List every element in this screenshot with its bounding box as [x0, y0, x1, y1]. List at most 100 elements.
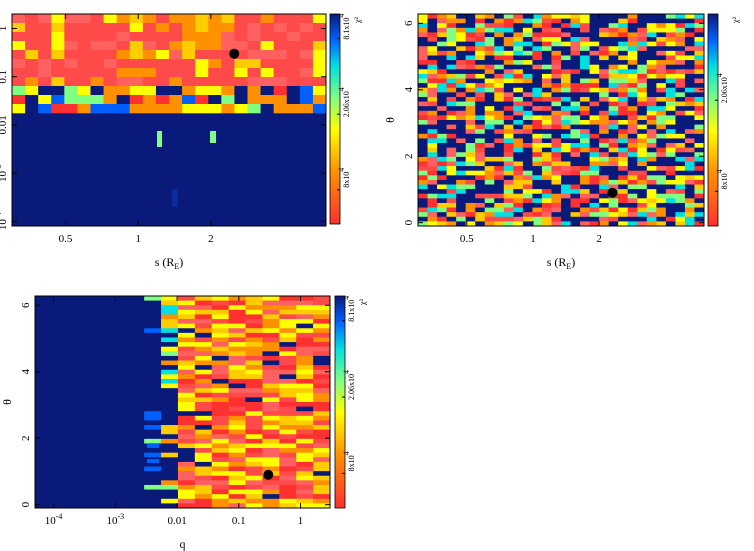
heatmap-cell	[570, 27, 581, 33]
heatmap-cell	[646, 152, 657, 158]
heatmap-cell	[177, 346, 196, 352]
heatmap-cell	[427, 193, 438, 199]
heatmap-cell	[532, 202, 543, 208]
heatmap-cell	[627, 18, 638, 24]
heatmap-cell	[561, 179, 571, 185]
heatmap-cell	[694, 143, 705, 148]
heatmap-cell	[522, 193, 533, 199]
heatmap-cell	[551, 143, 562, 148]
heatmap-cell	[313, 480, 331, 486]
heatmap-cell	[570, 96, 581, 102]
heatmap-cell	[646, 156, 657, 162]
heatmap-cell	[228, 438, 246, 444]
heatmap-cell	[618, 46, 629, 52]
heatmap-cell	[38, 86, 52, 96]
heatmap-cell	[608, 110, 619, 116]
heatmap-cell	[465, 198, 476, 204]
heatmap-cell	[195, 14, 209, 24]
heatmap-cell	[260, 86, 274, 96]
heatmap-cell	[25, 59, 39, 69]
heatmap-cell	[456, 202, 466, 208]
heatmap-cell	[580, 64, 590, 70]
heatmap-cell	[64, 14, 78, 24]
heatmap-cell	[684, 129, 695, 135]
heatmap-cell	[656, 55, 667, 61]
heatmap-cell	[475, 147, 486, 153]
heatmap-cell	[665, 92, 676, 98]
heatmap-cell	[142, 95, 157, 105]
heatmap-cell	[522, 64, 533, 70]
heatmap-cell	[418, 110, 428, 116]
heatmap-cell	[194, 429, 213, 435]
heatmap-cell	[541, 50, 552, 56]
heatmap-cell	[580, 92, 590, 98]
heatmap-cell	[494, 156, 505, 162]
heatmap-cell	[177, 452, 196, 458]
heatmap-cell	[427, 212, 438, 218]
heatmap-cell	[313, 383, 331, 389]
heatmap-cell	[103, 23, 117, 33]
heatmap-cell	[456, 106, 466, 112]
heatmap-cell	[465, 207, 476, 213]
heatmap-cell	[279, 420, 297, 426]
heatmap-cell	[637, 96, 648, 102]
heatmap-cell	[144, 402, 162, 407]
heatmap-cell	[694, 64, 705, 70]
heatmap-cell	[177, 323, 196, 329]
heatmap-cell	[675, 152, 686, 158]
heatmap-cell	[446, 221, 457, 227]
heatmap-cell	[194, 494, 213, 500]
heatmap-cell	[608, 138, 619, 144]
heatmap-cell	[475, 101, 486, 107]
heatmap-cell	[532, 106, 543, 112]
heatmap-cell	[64, 86, 78, 96]
y-axis-label: θ	[0, 399, 14, 405]
colorbar	[707, 13, 719, 227]
heatmap-cell	[228, 314, 246, 320]
heatmap-cell	[313, 300, 331, 306]
heatmap-cell	[296, 332, 314, 338]
heatmap-cell	[427, 179, 438, 185]
heatmap-cell	[675, 120, 686, 125]
y-axis-label: θ	[383, 117, 397, 123]
heatmap-cell	[194, 443, 213, 449]
heatmap-cell	[427, 133, 438, 139]
heatmap-cell	[637, 27, 648, 33]
heatmap-cell	[580, 138, 590, 144]
heatmap-cell	[437, 120, 447, 125]
heatmap-cell	[262, 346, 280, 352]
heatmap-cell	[532, 143, 543, 148]
heatmap-cell	[503, 133, 514, 139]
heatmap-cell	[262, 296, 280, 301]
heatmap-cell	[437, 124, 447, 130]
heatmap-cell	[169, 32, 183, 42]
heatmap-cell	[475, 138, 486, 144]
heatmap-cell	[684, 120, 695, 125]
heatmap-cell	[194, 351, 213, 357]
heatmap-cell	[618, 175, 629, 181]
heatmap-cell	[12, 68, 26, 78]
heatmap-cell	[228, 471, 246, 477]
heatmap-cell	[580, 32, 590, 38]
heatmap-cell	[541, 18, 552, 24]
heatmap-cell	[570, 138, 581, 144]
heatmap-cell	[228, 309, 246, 315]
heatmap-cell	[437, 55, 447, 61]
heatmap-cell	[694, 156, 705, 162]
heatmap-cell	[296, 378, 314, 384]
heatmap-cell	[627, 101, 638, 107]
heatmap-cell	[675, 83, 686, 89]
heatmap-cell	[245, 305, 263, 311]
heatmap-cell	[561, 216, 571, 222]
heatmap-cell	[684, 96, 695, 102]
heatmap-cell	[465, 175, 476, 181]
heatmap-cell	[77, 68, 91, 78]
heatmap-cell	[532, 193, 543, 199]
heatmap-cell	[437, 156, 447, 162]
heatmap-cell	[245, 406, 263, 412]
heatmap-cell	[627, 212, 638, 218]
heatmap-cell	[313, 323, 331, 329]
heatmap-cell	[144, 448, 162, 453]
heatmap-cell	[532, 69, 543, 75]
heatmap-cell	[580, 87, 590, 93]
